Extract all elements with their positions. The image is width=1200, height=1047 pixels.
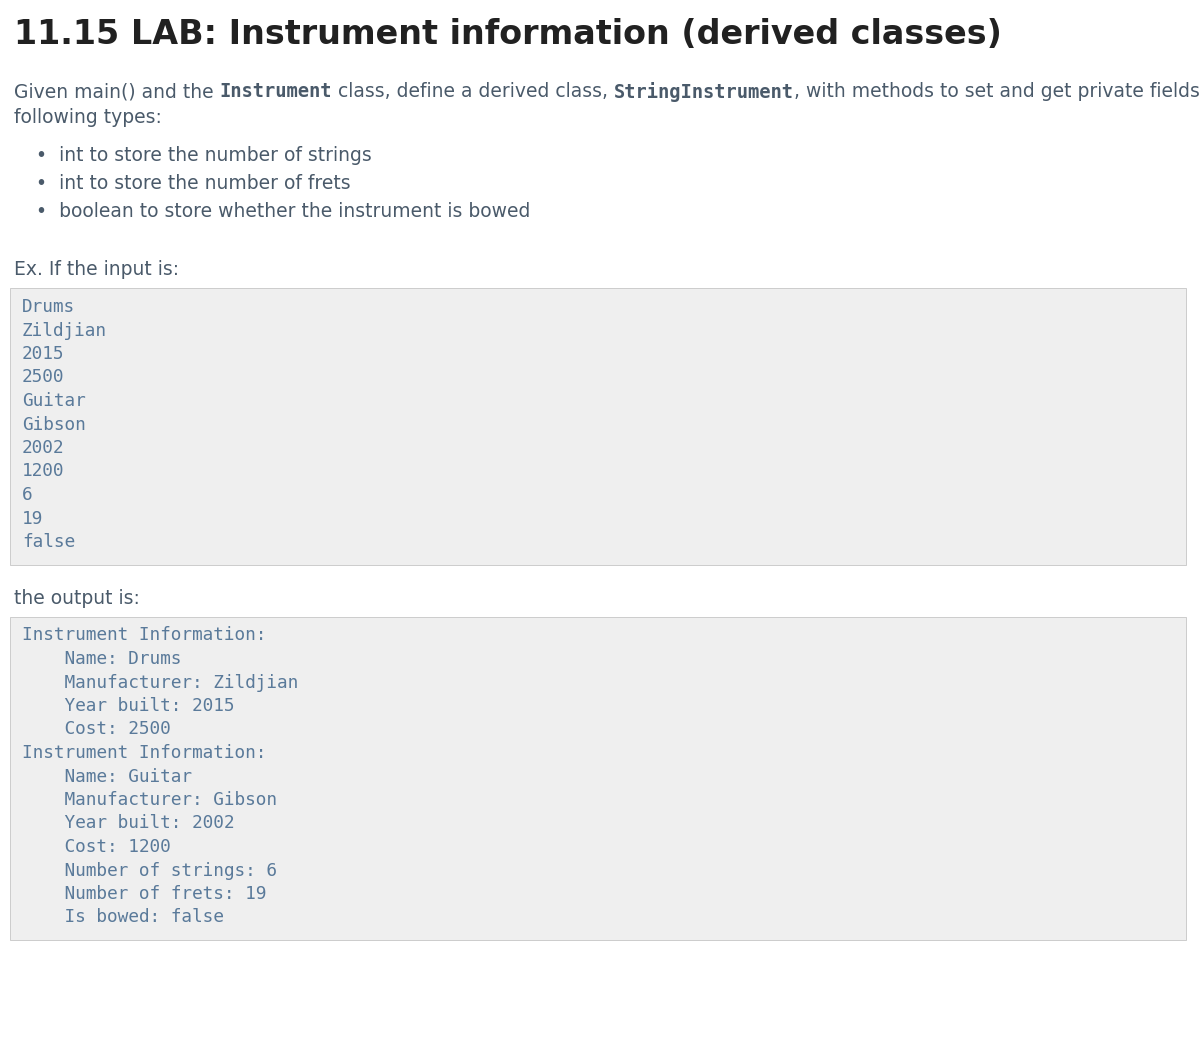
Text: 6: 6: [22, 486, 32, 504]
Text: Is bowed: false: Is bowed: false: [22, 909, 224, 927]
FancyBboxPatch shape: [10, 617, 1186, 940]
Text: •  boolean to store whether the instrument is bowed: • boolean to store whether the instrumen…: [36, 202, 530, 221]
Text: Manufacturer: Gibson: Manufacturer: Gibson: [22, 790, 277, 809]
Text: class, define a derived class,: class, define a derived class,: [332, 82, 614, 101]
Text: Ex. If the input is:: Ex. If the input is:: [14, 260, 179, 279]
Text: 11.15 LAB: Instrument information (derived classes): 11.15 LAB: Instrument information (deriv…: [14, 18, 1002, 51]
Text: Year built: 2015: Year built: 2015: [22, 697, 234, 715]
Text: Gibson: Gibson: [22, 416, 85, 433]
Text: Name: Guitar: Name: Guitar: [22, 767, 192, 785]
Text: the output is:: the output is:: [14, 588, 140, 607]
Text: following types:: following types:: [14, 108, 162, 127]
Text: StringInstrument: StringInstrument: [614, 82, 794, 102]
Text: false: false: [22, 533, 76, 551]
Text: 2002: 2002: [22, 439, 65, 456]
Text: Instrument Information:: Instrument Information:: [22, 744, 266, 762]
Text: Manufacturer: Zildjian: Manufacturer: Zildjian: [22, 673, 299, 691]
Text: Given main() and the: Given main() and the: [14, 82, 220, 101]
FancyBboxPatch shape: [10, 288, 1186, 564]
Text: •  int to store the number of strings: • int to store the number of strings: [36, 146, 372, 165]
Text: 1200: 1200: [22, 463, 65, 481]
Text: Year built: 2002: Year built: 2002: [22, 815, 234, 832]
Text: •  int to store the number of frets: • int to store the number of frets: [36, 174, 350, 193]
Text: Number of strings: 6: Number of strings: 6: [22, 862, 277, 879]
Text: Instrument Information:: Instrument Information:: [22, 626, 266, 645]
Text: Cost: 1200: Cost: 1200: [22, 838, 170, 856]
Text: Zildjian: Zildjian: [22, 321, 107, 339]
Text: 19: 19: [22, 510, 43, 528]
Text: Cost: 2500: Cost: 2500: [22, 720, 170, 738]
Text: Drums: Drums: [22, 298, 76, 316]
Text: 2015: 2015: [22, 346, 65, 363]
Text: 2500: 2500: [22, 369, 65, 386]
Text: Guitar: Guitar: [22, 392, 85, 410]
Text: , with methods to set and get private fields of the: , with methods to set and get private fi…: [794, 82, 1200, 101]
Text: Name: Drums: Name: Drums: [22, 650, 181, 668]
Text: Number of frets: 19: Number of frets: 19: [22, 885, 266, 903]
Text: Instrument: Instrument: [220, 82, 332, 101]
